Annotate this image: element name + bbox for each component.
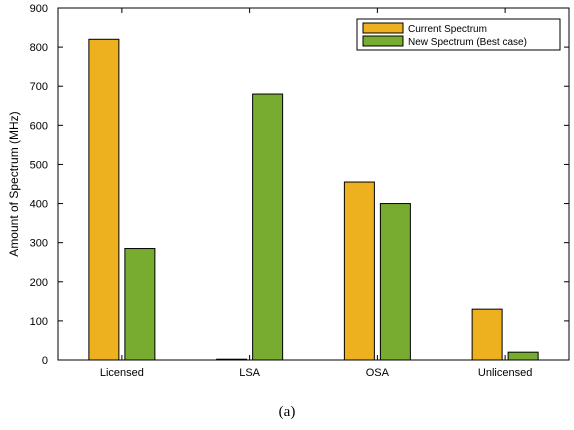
y-tick-label: 0 <box>42 355 48 367</box>
y-tick-label: 800 <box>30 42 48 54</box>
y-tick-label: 700 <box>30 81 48 93</box>
y-tick-label: 600 <box>30 120 48 132</box>
plot-frame <box>57 7 570 361</box>
bars-group <box>88 38 539 361</box>
x-tick-label: LSA <box>239 367 260 379</box>
bar <box>379 203 411 361</box>
bar <box>252 93 284 361</box>
axes-group: 0 100 200 300 400 500 600 700 800 900 Licensed LSA O… <box>30 3 569 379</box>
bar-chart: 0 100 200 300 400 500 600 700 800 900 Licensed LSA O… <box>7 3 570 379</box>
y-tick-label: 300 <box>30 238 48 250</box>
legend-label: Current Spectrum <box>408 24 487 35</box>
x-tick-label: Licensed <box>100 367 144 379</box>
y-tick-label: 200 <box>30 277 48 289</box>
y-tick-label: 400 <box>30 199 48 211</box>
x-tick-label: OSA <box>366 367 390 379</box>
y-axis-label: Amount of Spectrum (MHz) <box>7 111 21 256</box>
y-tick-label: 900 <box>30 3 48 15</box>
legend-swatch <box>362 35 404 47</box>
bar <box>343 181 375 361</box>
y-tick-label: 100 <box>30 316 48 328</box>
figure-caption: (a) <box>278 404 296 420</box>
x-tick-label: Unlicensed <box>478 367 532 379</box>
legend-swatch <box>362 22 404 34</box>
bar <box>471 308 503 361</box>
bar <box>507 351 539 361</box>
legend-label: New Spectrum (Best case) <box>408 37 527 48</box>
bar <box>88 38 120 361</box>
y-tick-label: 500 <box>30 159 48 171</box>
legend: Current Spectrum New Spectrum (Best case) <box>356 18 561 51</box>
bar <box>124 248 156 361</box>
